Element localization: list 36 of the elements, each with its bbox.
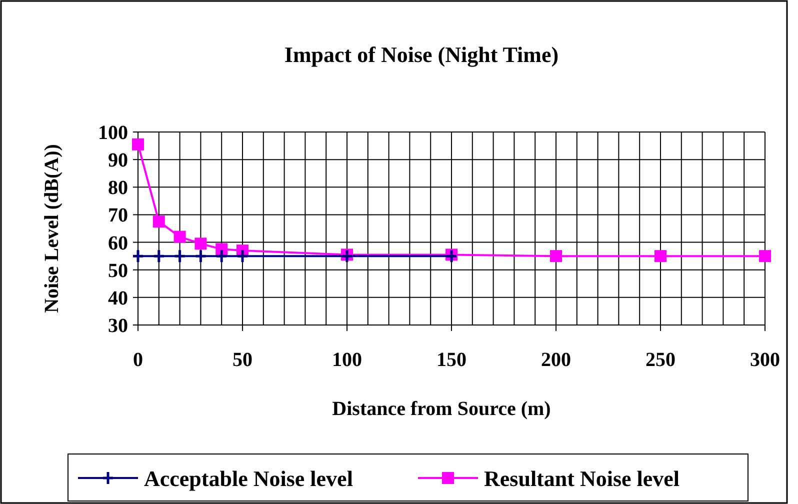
x-tick-label: 250 xyxy=(646,349,676,371)
y-axis-title: Noise Level (dB(A)) xyxy=(41,144,63,313)
point xyxy=(216,243,228,256)
legend-label: Acceptable Noise level xyxy=(144,466,353,491)
point xyxy=(152,248,166,264)
x-tick-label: 300 xyxy=(750,349,780,371)
y-tick-label: 60 xyxy=(108,232,128,254)
point xyxy=(654,250,666,262)
point xyxy=(132,138,144,150)
point xyxy=(445,248,458,264)
point xyxy=(550,250,562,262)
y-tick-label: 30 xyxy=(108,315,128,337)
point xyxy=(132,248,144,264)
y-tick-label: 40 xyxy=(108,287,128,310)
y-tick-label: 70 xyxy=(108,204,128,227)
y-tick-label: 100 xyxy=(98,122,128,144)
x-tick-label: 0 xyxy=(133,349,143,371)
point xyxy=(194,248,207,264)
chart-title: Impact of Noise (Night Time) xyxy=(284,42,559,67)
point xyxy=(174,248,186,264)
x-tick-label: 200 xyxy=(541,349,571,371)
point xyxy=(194,238,207,250)
x-tick-label: 100 xyxy=(332,349,362,371)
point xyxy=(152,216,165,228)
point xyxy=(759,250,771,262)
point xyxy=(340,248,354,264)
legend-label: Resultant Noise level xyxy=(484,466,680,491)
x-tick-label: 50 xyxy=(232,349,252,371)
y-tick-label: 80 xyxy=(108,177,128,200)
point xyxy=(174,230,186,243)
point xyxy=(236,248,249,264)
y-tick-label: 90 xyxy=(108,150,128,172)
point xyxy=(215,248,228,264)
y-tick-label: 50 xyxy=(108,260,128,282)
x-axis-title: Distance from Source (m) xyxy=(332,398,551,420)
x-tick-label: 150 xyxy=(436,349,466,371)
